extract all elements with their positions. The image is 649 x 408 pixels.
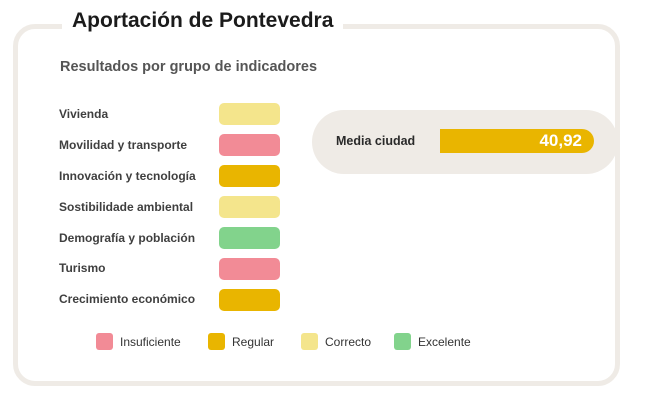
indicator-label-vivienda: Vivienda <box>59 107 109 121</box>
indicator-rating-vivienda <box>219 103 280 125</box>
legend-label-correcto: Correcto <box>325 335 372 349</box>
page-title: Aportación de Pontevedra <box>62 6 344 36</box>
legend-label-insuficiente: Insuficiente <box>120 335 181 349</box>
indicator-label-movilidad: Movilidad y transporte <box>59 138 188 152</box>
legend-swatch-excelente <box>394 333 411 350</box>
indicator-label-crecimiento: Crecimiento económico <box>59 292 196 306</box>
indicator-rating-movilidad <box>219 134 280 156</box>
city-average-label: Media ciudad <box>336 134 416 148</box>
indicator-rating-sostibilidade <box>219 196 280 218</box>
indicator-rating-innovacion <box>219 165 280 187</box>
indicator-rating-demografia <box>219 227 280 249</box>
indicator-label-innovacion: Innovación y tecnología <box>59 169 196 183</box>
legend-label-regular: Regular <box>232 335 275 349</box>
indicator-rating-crecimiento <box>219 289 280 311</box>
city-average-value: 40,92 <box>539 131 582 150</box>
legend-label-excelente: Excelente <box>418 335 471 349</box>
indicator-label-turismo: Turismo <box>59 261 106 275</box>
legend-swatch-insuficiente <box>96 333 113 350</box>
legend-swatch-correcto <box>301 333 318 350</box>
indicator-label-sostibilidade: Sostibilidade ambiental <box>59 200 194 214</box>
legend-swatch-regular <box>208 333 225 350</box>
indicator-label-demografia: Demografía y población <box>59 231 196 245</box>
indicator-rating-turismo <box>219 258 280 280</box>
section-subtitle: Resultados por grupo de indicadores <box>60 59 318 75</box>
city-average-bar: 40,92 <box>440 129 594 153</box>
